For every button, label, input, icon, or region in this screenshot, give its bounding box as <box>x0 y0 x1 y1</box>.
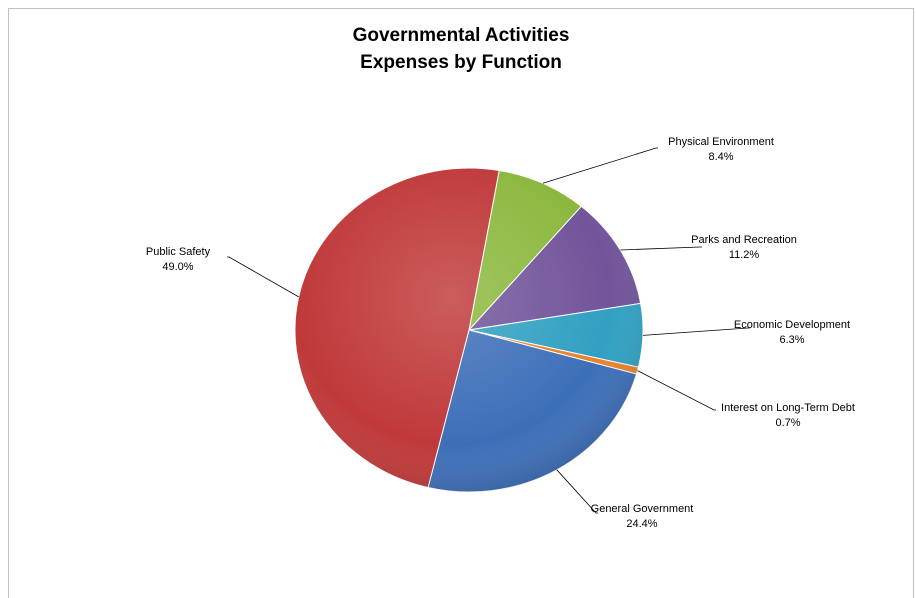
slice-value-interest-on-long-term-debt: 0.7% <box>775 417 800 429</box>
slice-label-public-safety: Public Safety <box>146 246 211 258</box>
leader-line-parks-and-recreation <box>620 246 702 251</box>
slice-label-interest-on-long-term-debt: Interest on Long-Term Debt <box>721 402 855 414</box>
leader-line-interest-on-long-term-debt <box>637 370 716 411</box>
slice-value-public-safety: 49.0% <box>162 261 193 273</box>
slice-label-parks-and-recreation: Parks and Recreation <box>691 234 797 246</box>
slice-value-physical-environment: 8.4% <box>708 151 733 163</box>
leader-line-public-safety <box>227 256 299 298</box>
slice-label-general-government: General Government <box>591 503 694 515</box>
leader-line-general-government <box>556 469 598 514</box>
leader-line-economic-development <box>642 327 750 336</box>
slice-value-parks-and-recreation: 11.2% <box>729 249 760 261</box>
chart-title-line-2: Expenses by Function <box>360 52 562 73</box>
leader-line-physical-environment <box>542 147 658 184</box>
slice-label-physical-environment: Physical Environment <box>668 136 774 148</box>
slice-value-general-government: 24.4% <box>626 518 657 530</box>
chart-title: Governmental Activities Expenses by Func… <box>8 22 914 76</box>
slice-label-economic-development: Economic Development <box>734 319 850 331</box>
chart-title-line-1: Governmental Activities <box>352 25 570 46</box>
slice-value-economic-development: 6.3% <box>779 334 804 346</box>
